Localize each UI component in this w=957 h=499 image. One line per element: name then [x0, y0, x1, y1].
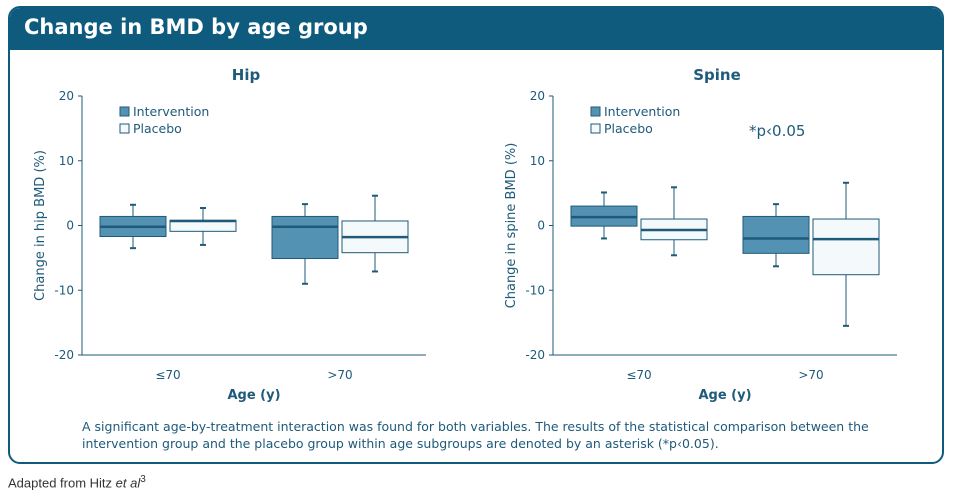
spine-legend-swatch-intervention [590, 106, 601, 117]
spine-y-axis-label: Change in spine BMD (%) [504, 143, 519, 309]
spine-x-axis-label: Age (y) [698, 388, 751, 403]
hip-legend-swatch-intervention [119, 106, 130, 117]
figure-panel: Change in BMD by age group Hip 20 10 0 -10 -2… [8, 6, 944, 464]
spine-intervention-box [742, 215, 810, 254]
panel-header: Change in BMD by age group [10, 8, 942, 50]
source-sup: 3 [140, 474, 146, 485]
hip-legend-label-placebo: Placebo [133, 121, 182, 136]
hip-y-tick-label: -10 [54, 283, 74, 297]
hip-x-tick-label: >70 [327, 368, 352, 382]
footnote: A significant age-by-treatment interacti… [82, 419, 869, 451]
spine-annotation: *p‹0.05 [749, 122, 805, 140]
charts-area: Hip 20 10 0 -10 -20 Change in hip BMD (%) ≤70 >7… [33, 66, 897, 403]
spine-legend-swatch-placebo [590, 123, 601, 134]
spine-x-tick-label: ≤70 [626, 368, 651, 382]
spine-y-tick-label: -20 [525, 348, 545, 362]
spine-y-tick-label: 10 [530, 154, 545, 168]
source-note: Adapted from Hitz et al3 [8, 474, 146, 490]
spine-y-tick-label: 0 [537, 219, 545, 233]
spine-chart-title: Spine [693, 66, 741, 84]
hip-chart-title: Hip [232, 66, 261, 84]
hip-x-tick-label: ≤70 [155, 368, 180, 382]
hip-legend-swatch-placebo [119, 123, 130, 134]
spine-placebo-box [812, 218, 880, 276]
spine-legend-label-placebo: Placebo [604, 121, 653, 136]
hip-y-tick-label: 10 [59, 154, 74, 168]
hip-intervention-box [271, 215, 339, 260]
hip-y-tick-label: -20 [54, 348, 74, 362]
spine-legend-label-intervention: Intervention [604, 104, 680, 119]
spine-y-tick-label: -10 [525, 283, 545, 297]
hip-y-tick-label: 0 [66, 219, 74, 233]
hip-y-axis-label: Change in hip BMD (%) [33, 150, 48, 301]
hip-legend-label-intervention: Intervention [133, 104, 209, 119]
spine-x-tick-label: >70 [798, 368, 823, 382]
hip-y-tick-label: 20 [59, 89, 74, 103]
source-italic: et al [115, 475, 141, 491]
hip-x-axis-label: Age (y) [227, 388, 280, 403]
spine-y-tick-label: 20 [530, 89, 545, 103]
source-text: Adapted from Hitz [8, 475, 116, 491]
panel-title: Change in BMD by age group [24, 15, 368, 39]
